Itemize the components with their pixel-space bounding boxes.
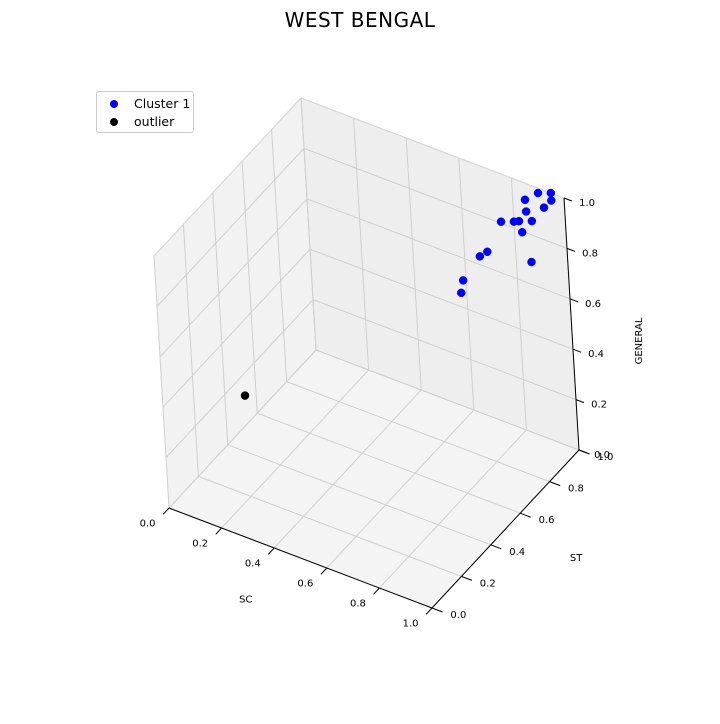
grid-line-sc-wall <box>353 117 370 371</box>
data-point-cluster-1 <box>496 217 506 226</box>
tick-mark-st <box>549 481 561 487</box>
tick-mark-general <box>566 247 576 252</box>
legend-marker-cluster-1 <box>110 100 118 108</box>
grid-line-st-wall <box>212 192 229 445</box>
axis-line-general <box>563 197 580 451</box>
grid-line-general-left <box>162 248 311 408</box>
grid-line-sc-floor <box>273 389 422 549</box>
tick-label-st: 0.0 <box>450 610 466 621</box>
data-point-cluster-1 <box>527 257 536 267</box>
tick-label-sc: 0.0 <box>140 518 156 529</box>
tick-label-st: 1.0 <box>597 452 613 463</box>
data-point-cluster-1 <box>517 227 527 237</box>
tick-label-st: 0.6 <box>539 515 555 526</box>
chart-legend: Cluster 1 outlier <box>96 91 194 133</box>
data-point-cluster-1 <box>527 216 537 226</box>
grid-line-sc-wall <box>458 157 475 411</box>
grid-line-general-back <box>306 198 571 300</box>
axis-line-sc <box>168 507 433 609</box>
legend-item-cluster-1: Cluster 1 <box>97 95 193 113</box>
grid-line-st-wall <box>271 129 288 382</box>
tick-mark-sc <box>373 587 380 595</box>
tick-mark-sc <box>162 507 170 515</box>
data-point-cluster-1 <box>458 276 468 285</box>
data-point-outlier <box>240 391 250 400</box>
data-point-cluster-1 <box>509 217 519 226</box>
data-point-cluster-1 <box>533 188 543 198</box>
grid-line-general-back <box>309 248 574 350</box>
tick-mark-st <box>578 449 590 455</box>
axis-line-st <box>431 449 580 609</box>
axis-label-sc: SC <box>239 595 252 606</box>
data-point-cluster-1 <box>457 288 466 298</box>
tick-mark-st <box>490 544 502 550</box>
data-point-cluster-1 <box>483 247 492 257</box>
tick-mark-sc <box>267 547 275 555</box>
grid-line-sc-floor <box>379 429 527 589</box>
tick-label-general: 0.2 <box>591 400 607 411</box>
grid-line-st-wall <box>241 161 258 414</box>
tick-label-general: 0.6 <box>585 299 601 310</box>
tick-mark-general <box>569 298 579 303</box>
legend-label-outlier: outlier <box>134 114 175 129</box>
grid-line-st-floor <box>227 444 491 546</box>
tick-label-general: 0.4 <box>588 349 604 360</box>
grid-line-general-left <box>159 198 308 358</box>
data-point-cluster-1 <box>475 252 485 261</box>
grid-line-general-left <box>168 349 317 509</box>
grid-line-st-wall <box>153 255 170 509</box>
grid-line-sc-floor <box>221 369 369 529</box>
tick-label-sc: 0.6 <box>297 578 313 589</box>
tick-mark-general <box>563 197 573 202</box>
grid-line-st-floor <box>257 412 521 514</box>
tick-label-st: 0.4 <box>509 547 525 558</box>
grid-line-sc-wall <box>405 137 422 391</box>
tick-label-sc: 0.4 <box>245 558 261 569</box>
legend-label-cluster-1: Cluster 1 <box>134 96 191 111</box>
tick-mark-st <box>520 512 531 518</box>
tick-label-sc: 0.2 <box>192 538 208 549</box>
tick-label-sc: 1.0 <box>403 618 419 629</box>
pane-edge <box>300 97 565 199</box>
tick-label-st: 0.8 <box>568 484 584 495</box>
grid-line-st-floor <box>315 349 580 451</box>
tick-mark-st <box>461 575 473 581</box>
grid-line-st-wall <box>300 97 317 351</box>
data-point-cluster-1 <box>521 207 531 216</box>
tick-mark-sc <box>425 607 433 615</box>
grid-line-sc-floor <box>326 409 475 569</box>
tick-mark-general <box>575 399 585 404</box>
pane-st-one <box>301 98 579 450</box>
legend-item-outlier: outlier <box>97 113 193 131</box>
data-point-cluster-1 <box>520 195 530 205</box>
tick-mark-sc <box>320 567 328 575</box>
legend-marker-outlier <box>110 118 118 126</box>
grid-line-st-floor <box>286 381 550 483</box>
tick-mark-sc <box>215 527 222 535</box>
grid-line-st-floor <box>198 475 462 577</box>
grid-line-general-left <box>156 148 305 307</box>
tick-label-st: 0.2 <box>480 578 496 589</box>
pane-floor <box>169 350 579 608</box>
grid-line-general-back <box>312 299 577 401</box>
data-point-cluster-1 <box>539 203 549 212</box>
grid-line-st-wall <box>182 224 199 477</box>
axis-label-st: ST <box>570 553 583 564</box>
data-point-cluster-1 <box>547 196 556 205</box>
tick-mark-general <box>572 348 582 353</box>
chart-title: WEST BENGAL <box>284 8 436 32</box>
tick-label-general: 0.0 <box>594 450 610 461</box>
data-point-cluster-1 <box>546 188 556 198</box>
tick-label-general: 0.8 <box>582 248 598 259</box>
tick-label-general: 1.0 <box>579 198 595 209</box>
pane-edge <box>153 97 302 257</box>
axis-label-general: GENERAL <box>634 317 645 364</box>
grid-line-general-left <box>165 299 314 458</box>
tick-label-sc: 0.8 <box>350 598 366 609</box>
tick-mark-st <box>431 607 443 613</box>
